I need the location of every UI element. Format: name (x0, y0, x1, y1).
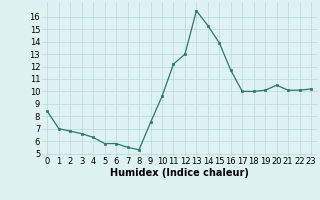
X-axis label: Humidex (Indice chaleur): Humidex (Indice chaleur) (110, 168, 249, 178)
